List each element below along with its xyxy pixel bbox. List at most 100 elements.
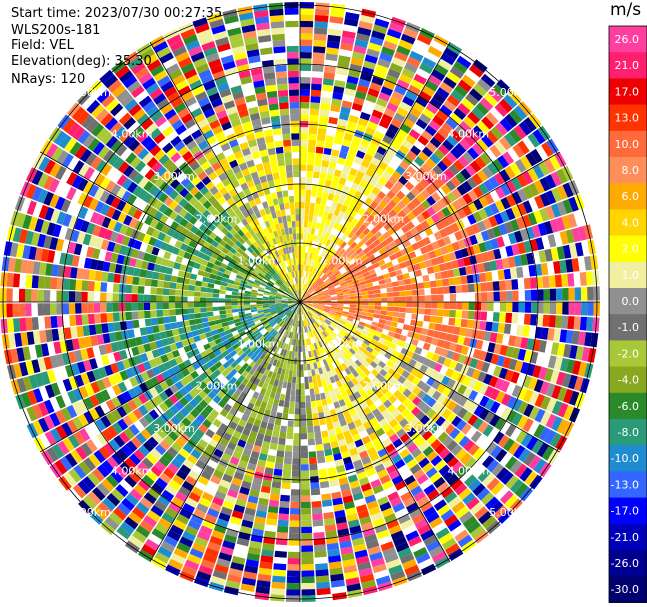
range-gate [26, 200, 37, 216]
range-gate [102, 497, 116, 511]
range-gate [278, 513, 289, 521]
range-gate [150, 317, 158, 326]
range-gate [374, 289, 381, 294]
range-gate [364, 323, 372, 329]
range-gate [297, 320, 299, 327]
range-gate [373, 195, 383, 205]
range-gate [267, 370, 274, 378]
range-gate [81, 114, 95, 129]
range-gate [148, 207, 158, 218]
range-gate [265, 524, 277, 532]
range-gate [89, 421, 101, 435]
range-gate [235, 274, 243, 280]
range-gate [173, 193, 184, 204]
range-gate [300, 308, 302, 315]
range-gate [185, 245, 194, 254]
range-gate [268, 499, 280, 508]
range-gate [439, 365, 449, 375]
range-gate [321, 160, 330, 168]
range-gate [503, 438, 515, 452]
range-gate [316, 140, 325, 148]
range-gate [361, 66, 375, 76]
range-gate [424, 302, 432, 309]
range-gate [311, 307, 318, 311]
range-gate [116, 187, 127, 199]
range-gate [310, 324, 315, 331]
range-gate [480, 73, 496, 88]
range-gate [284, 330, 289, 337]
range-gate [231, 305, 238, 310]
range-gate [409, 416, 420, 427]
range-gate [312, 519, 324, 527]
range-gate [308, 331, 312, 339]
range-gate [331, 235, 338, 243]
range-gate [538, 161, 550, 176]
range-gate [215, 323, 223, 329]
range-gate [214, 361, 223, 369]
range-gate [178, 198, 188, 208]
range-gate [517, 278, 525, 290]
range-gate [220, 546, 234, 556]
range-gate [32, 420, 44, 436]
range-gate [164, 507, 179, 519]
range-gate [229, 436, 239, 445]
range-gate [466, 520, 481, 534]
range-gate [462, 492, 476, 506]
range-gate [320, 332, 326, 339]
range-gate [575, 242, 584, 257]
range-gate [346, 341, 354, 348]
range-gate [31, 232, 40, 247]
range-gate [205, 249, 214, 257]
range-gate [380, 310, 387, 316]
range-gate [285, 309, 291, 315]
range-gate [444, 168, 455, 180]
range-gate [399, 334, 407, 342]
range-gate [325, 261, 332, 268]
range-gate [363, 60, 376, 70]
range-gate [287, 298, 294, 301]
range-gate [416, 340, 425, 349]
range-gate [315, 328, 321, 335]
range-gate [137, 363, 146, 374]
range-gate [340, 233, 348, 242]
range-gate [337, 357, 345, 365]
range-gate [465, 69, 480, 83]
range-gate [428, 273, 436, 281]
range-gate [111, 422, 123, 435]
range-gate [81, 314, 89, 325]
range-gate [232, 315, 240, 320]
range-gate [291, 306, 297, 312]
range-gate [83, 166, 95, 181]
range-gate [461, 216, 471, 228]
range-gate [301, 283, 303, 290]
range-gate [326, 281, 333, 287]
range-gate [280, 494, 290, 502]
range-gate [230, 327, 238, 333]
range-gate [315, 335, 320, 342]
range-gate [381, 171, 392, 181]
range-gate [322, 338, 328, 346]
range-gate [305, 297, 312, 300]
range-gate [193, 307, 201, 314]
range-gate [246, 358, 253, 366]
range-gate [231, 330, 239, 336]
range-gate [337, 299, 344, 302]
range-gate [312, 298, 319, 300]
range-gate [324, 303, 332, 306]
range-gate [154, 239, 163, 249]
range-gate [338, 210, 345, 219]
range-gate [335, 516, 347, 524]
range-gate [311, 295, 318, 299]
range-gate [300, 458, 309, 465]
range-gate [49, 397, 61, 412]
range-gate [440, 246, 449, 255]
range-gate [448, 164, 460, 176]
range-gate [330, 485, 341, 494]
range-gate [323, 224, 329, 232]
range-gate [231, 295, 238, 299]
range-gate [370, 157, 381, 167]
range-gate [245, 284, 253, 290]
range-gate [419, 62, 434, 74]
range-gate [381, 297, 388, 302]
range-gate [417, 355, 426, 364]
